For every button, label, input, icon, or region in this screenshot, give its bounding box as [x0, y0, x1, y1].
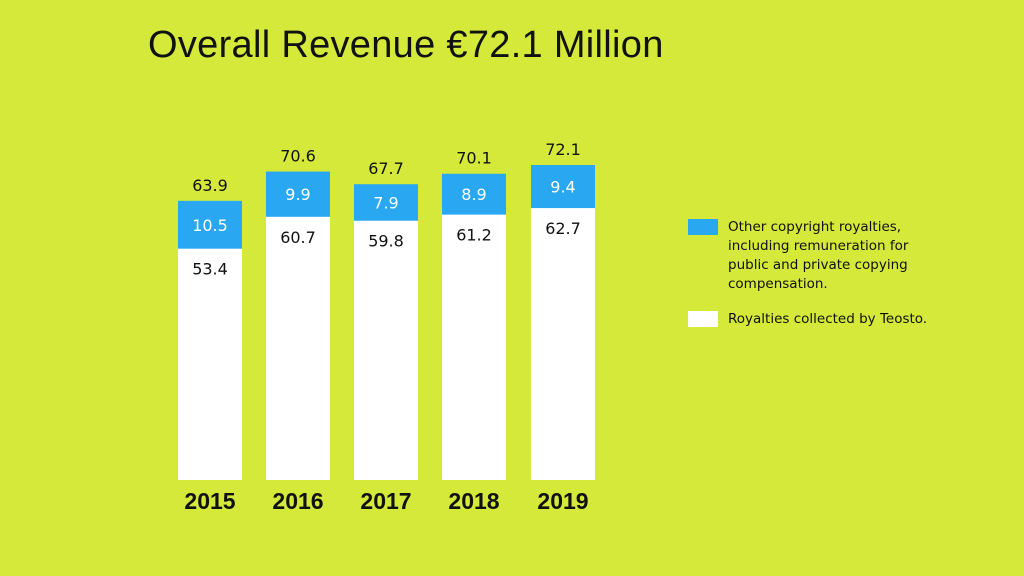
- x-tick-2018: 2018: [448, 488, 499, 514]
- legend-swatch-other: [688, 219, 718, 235]
- value-label-teosto-2017: 59.8: [368, 232, 404, 251]
- x-tick-2016: 2016: [272, 488, 323, 514]
- total-label-2018: 70.1: [456, 149, 492, 168]
- legend: Other copyright royalties, including rem…: [688, 218, 988, 345]
- bar-teosto-2017: [354, 220, 418, 481]
- value-label-teosto-2018: 61.2: [456, 226, 492, 245]
- legend-item-other: Other copyright royalties, including rem…: [688, 218, 988, 294]
- legend-label-other: Other copyright royalties, including rem…: [728, 219, 909, 292]
- x-tick-2015: 2015: [184, 488, 235, 514]
- value-label-teosto-2015: 53.4: [192, 260, 228, 279]
- x-tick-2017: 2017: [360, 488, 411, 514]
- bar-teosto-2016: [266, 216, 330, 480]
- bar-teosto-2015: [178, 248, 242, 480]
- bar-teosto-2019: [531, 208, 595, 480]
- value-label-teosto-2016: 60.7: [280, 228, 316, 247]
- total-label-2016: 70.6: [280, 147, 316, 166]
- value-label-other-2015: 10.5: [192, 216, 228, 235]
- value-label-other-2018: 8.9: [461, 185, 486, 204]
- value-label-other-2017: 7.9: [373, 193, 398, 212]
- legend-swatch-teosto: [688, 311, 718, 327]
- legend-label-teosto: Royalties collected by Teosto.: [728, 311, 928, 327]
- legend-item-teosto: Royalties collected by Teosto.: [688, 310, 988, 329]
- chart-title: Overall Revenue €72.1 Million: [148, 24, 664, 66]
- x-tick-2019: 2019: [537, 488, 588, 514]
- value-label-other-2019: 9.4: [550, 178, 575, 197]
- value-label-other-2016: 9.9: [285, 185, 310, 204]
- value-label-teosto-2019: 62.7: [545, 219, 581, 238]
- total-label-2019: 72.1: [545, 140, 581, 159]
- total-label-2017: 67.7: [368, 159, 404, 178]
- total-label-2015: 63.9: [192, 176, 228, 195]
- bar-teosto-2018: [442, 214, 506, 481]
